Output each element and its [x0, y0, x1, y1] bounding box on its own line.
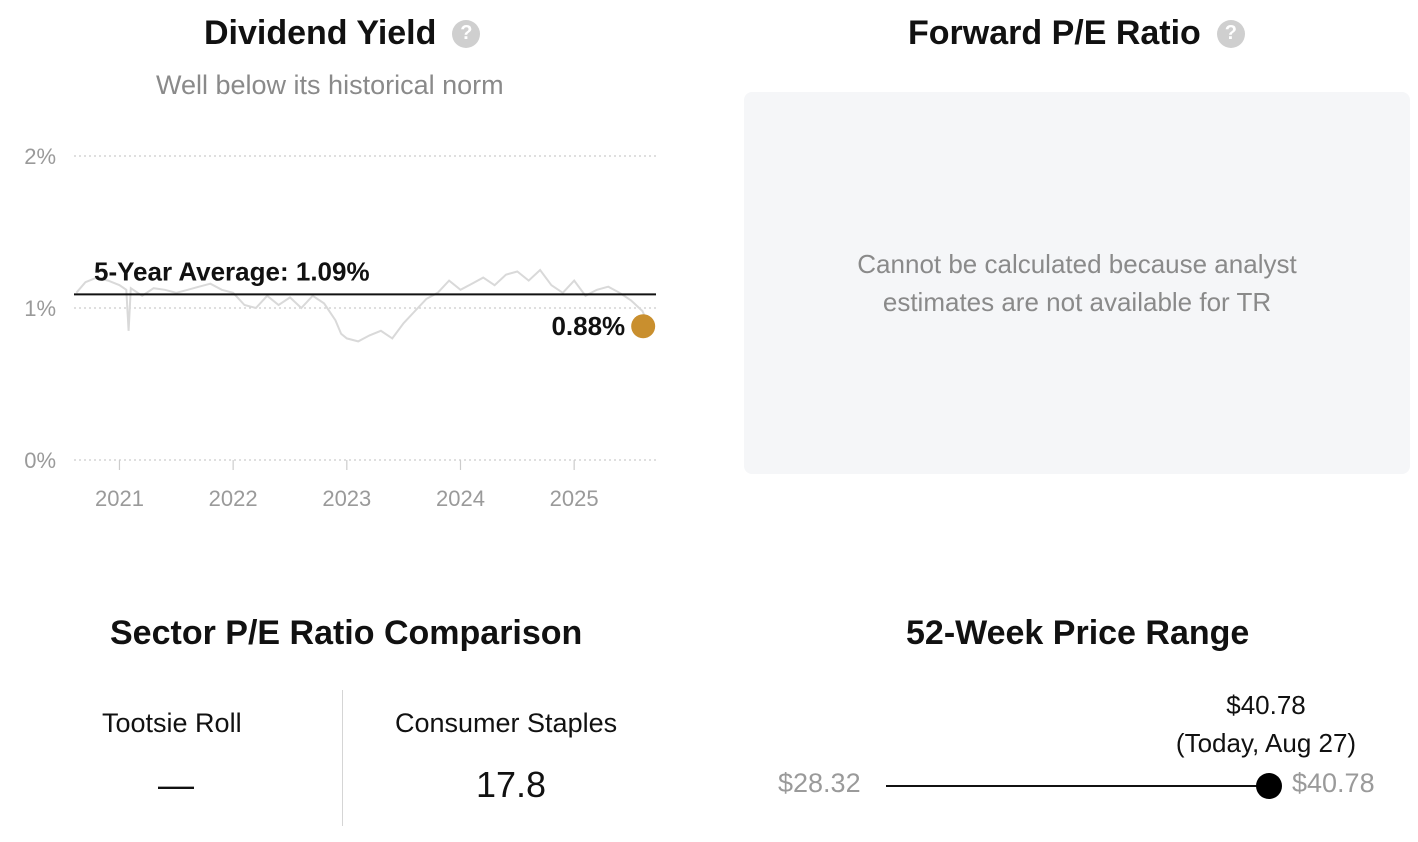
- current-price-label: (Today, Aug 27): [1175, 728, 1357, 758]
- question-circle-icon[interactable]: ?: [452, 19, 481, 48]
- sector-pe-value: 17.8: [476, 764, 547, 805]
- dividend-yield-chart: 0% 1% 2% 2021 2022 2023 2024 2025 5-Year Average…: [24, 144, 656, 511]
- x-tick-label: 2024: [436, 486, 485, 511]
- x-tick-label: 2025: [550, 486, 599, 511]
- forward-pe-unavailable-message: Cannot be calculated because analyst est…: [857, 249, 1297, 317]
- x-tick-label: 2023: [322, 486, 371, 511]
- forward-pe-title: Forward P/E Ratio ?: [908, 14, 1245, 53]
- y-tick-label: 1%: [24, 296, 56, 321]
- price-range-title-text: 52-Week Price Range: [906, 614, 1250, 652]
- y-tick-label: 0%: [24, 448, 56, 473]
- range-high: $40.78: [1292, 768, 1375, 798]
- y-tick-label: 2%: [24, 144, 56, 169]
- x-tick-label: 2022: [209, 486, 258, 511]
- sector-label: Consumer Staples: [395, 708, 618, 738]
- forward-pe-unavailable-box: Cannot be calculated because analyst est…: [744, 92, 1410, 474]
- dividend-yield-title: Dividend Yield ?: [204, 14, 481, 53]
- sector-pe-title-text: Sector P/E Ratio Comparison: [110, 614, 583, 652]
- price-range-title: 52-Week Price Range: [906, 614, 1249, 653]
- company-pe-value: —: [158, 764, 194, 805]
- current-yield-label: 0.88%: [551, 311, 625, 341]
- range-track: [886, 785, 1270, 787]
- current-yield-dot: [631, 314, 656, 339]
- dividend-yield-subtitle: Well below its historical norm: [156, 70, 504, 100]
- dividend-yield-series-line: [75, 268, 651, 343]
- x-tick-label: 2021: [95, 486, 144, 511]
- dividend-yield-title-text: Dividend Yield: [204, 14, 437, 52]
- current-price-marker[interactable]: [1256, 773, 1282, 799]
- sector-divider: [342, 690, 343, 826]
- five-year-average-label: 5-Year Average: 1.09%: [94, 256, 370, 286]
- range-low: $28.32: [778, 768, 861, 798]
- company-label: Tootsie Roll: [102, 708, 242, 738]
- current-price-callout: $40.78 (Today, Aug 27): [1166, 686, 1366, 762]
- forward-pe-title-text: Forward P/E Ratio: [908, 14, 1201, 52]
- sector-pe-title: Sector P/E Ratio Comparison: [110, 614, 582, 653]
- current-price-value: $40.78: [1226, 690, 1306, 720]
- question-circle-icon[interactable]: ?: [1216, 19, 1245, 48]
